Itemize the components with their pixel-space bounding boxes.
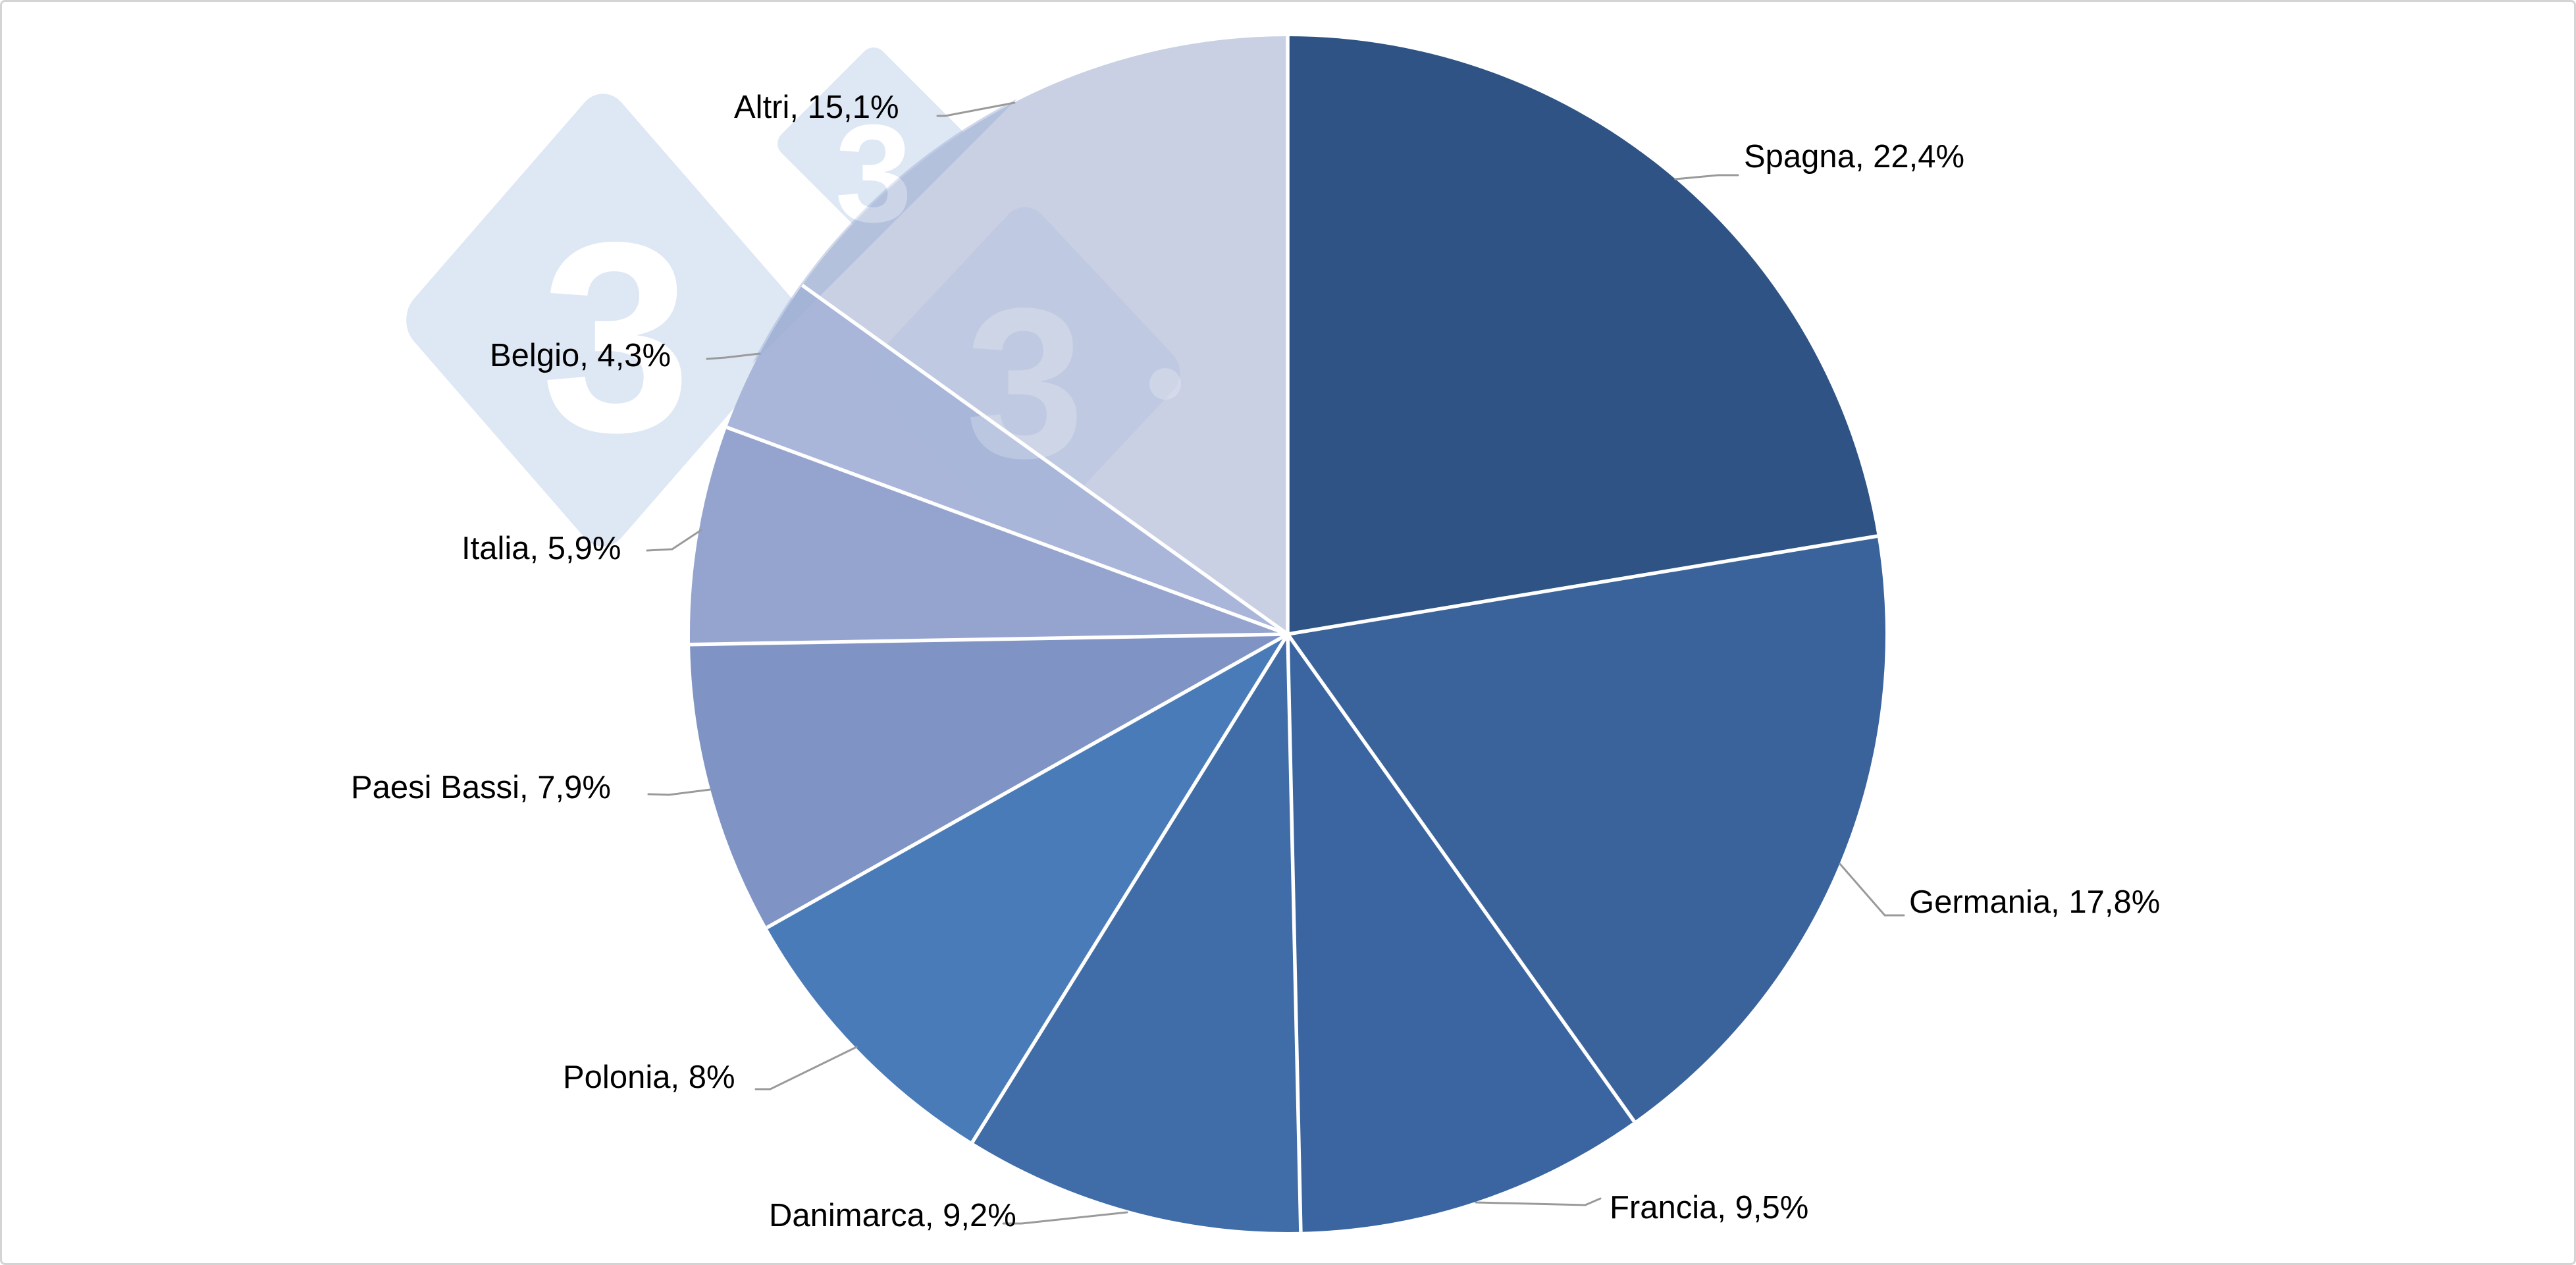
svg-text:Francia, 9,5%: Francia, 9,5%	[1610, 1190, 1808, 1225]
svg-text:Belgio, 4,3%: Belgio, 4,3%	[490, 338, 671, 373]
svg-text:3: 3	[966, 263, 1085, 502]
svg-text:Polonia, 8%: Polonia, 8%	[563, 1060, 735, 1095]
svg-text:Germania, 17,8%: Germania, 17,8%	[1909, 884, 2160, 920]
svg-text:Danimarca, 9,2%: Danimarca, 9,2%	[769, 1198, 1016, 1233]
svg-text:3: 3	[541, 186, 692, 489]
svg-text:Italia, 5,9%: Italia, 5,9%	[461, 531, 621, 566]
svg-text:Paesi Bassi, 7,9%: Paesi Bassi, 7,9%	[351, 770, 611, 805]
svg-text:Spagna, 22,4%: Spagna, 22,4%	[1744, 139, 1964, 175]
svg-text:Altri, 15,1%: Altri, 15,1%	[734, 90, 899, 125]
